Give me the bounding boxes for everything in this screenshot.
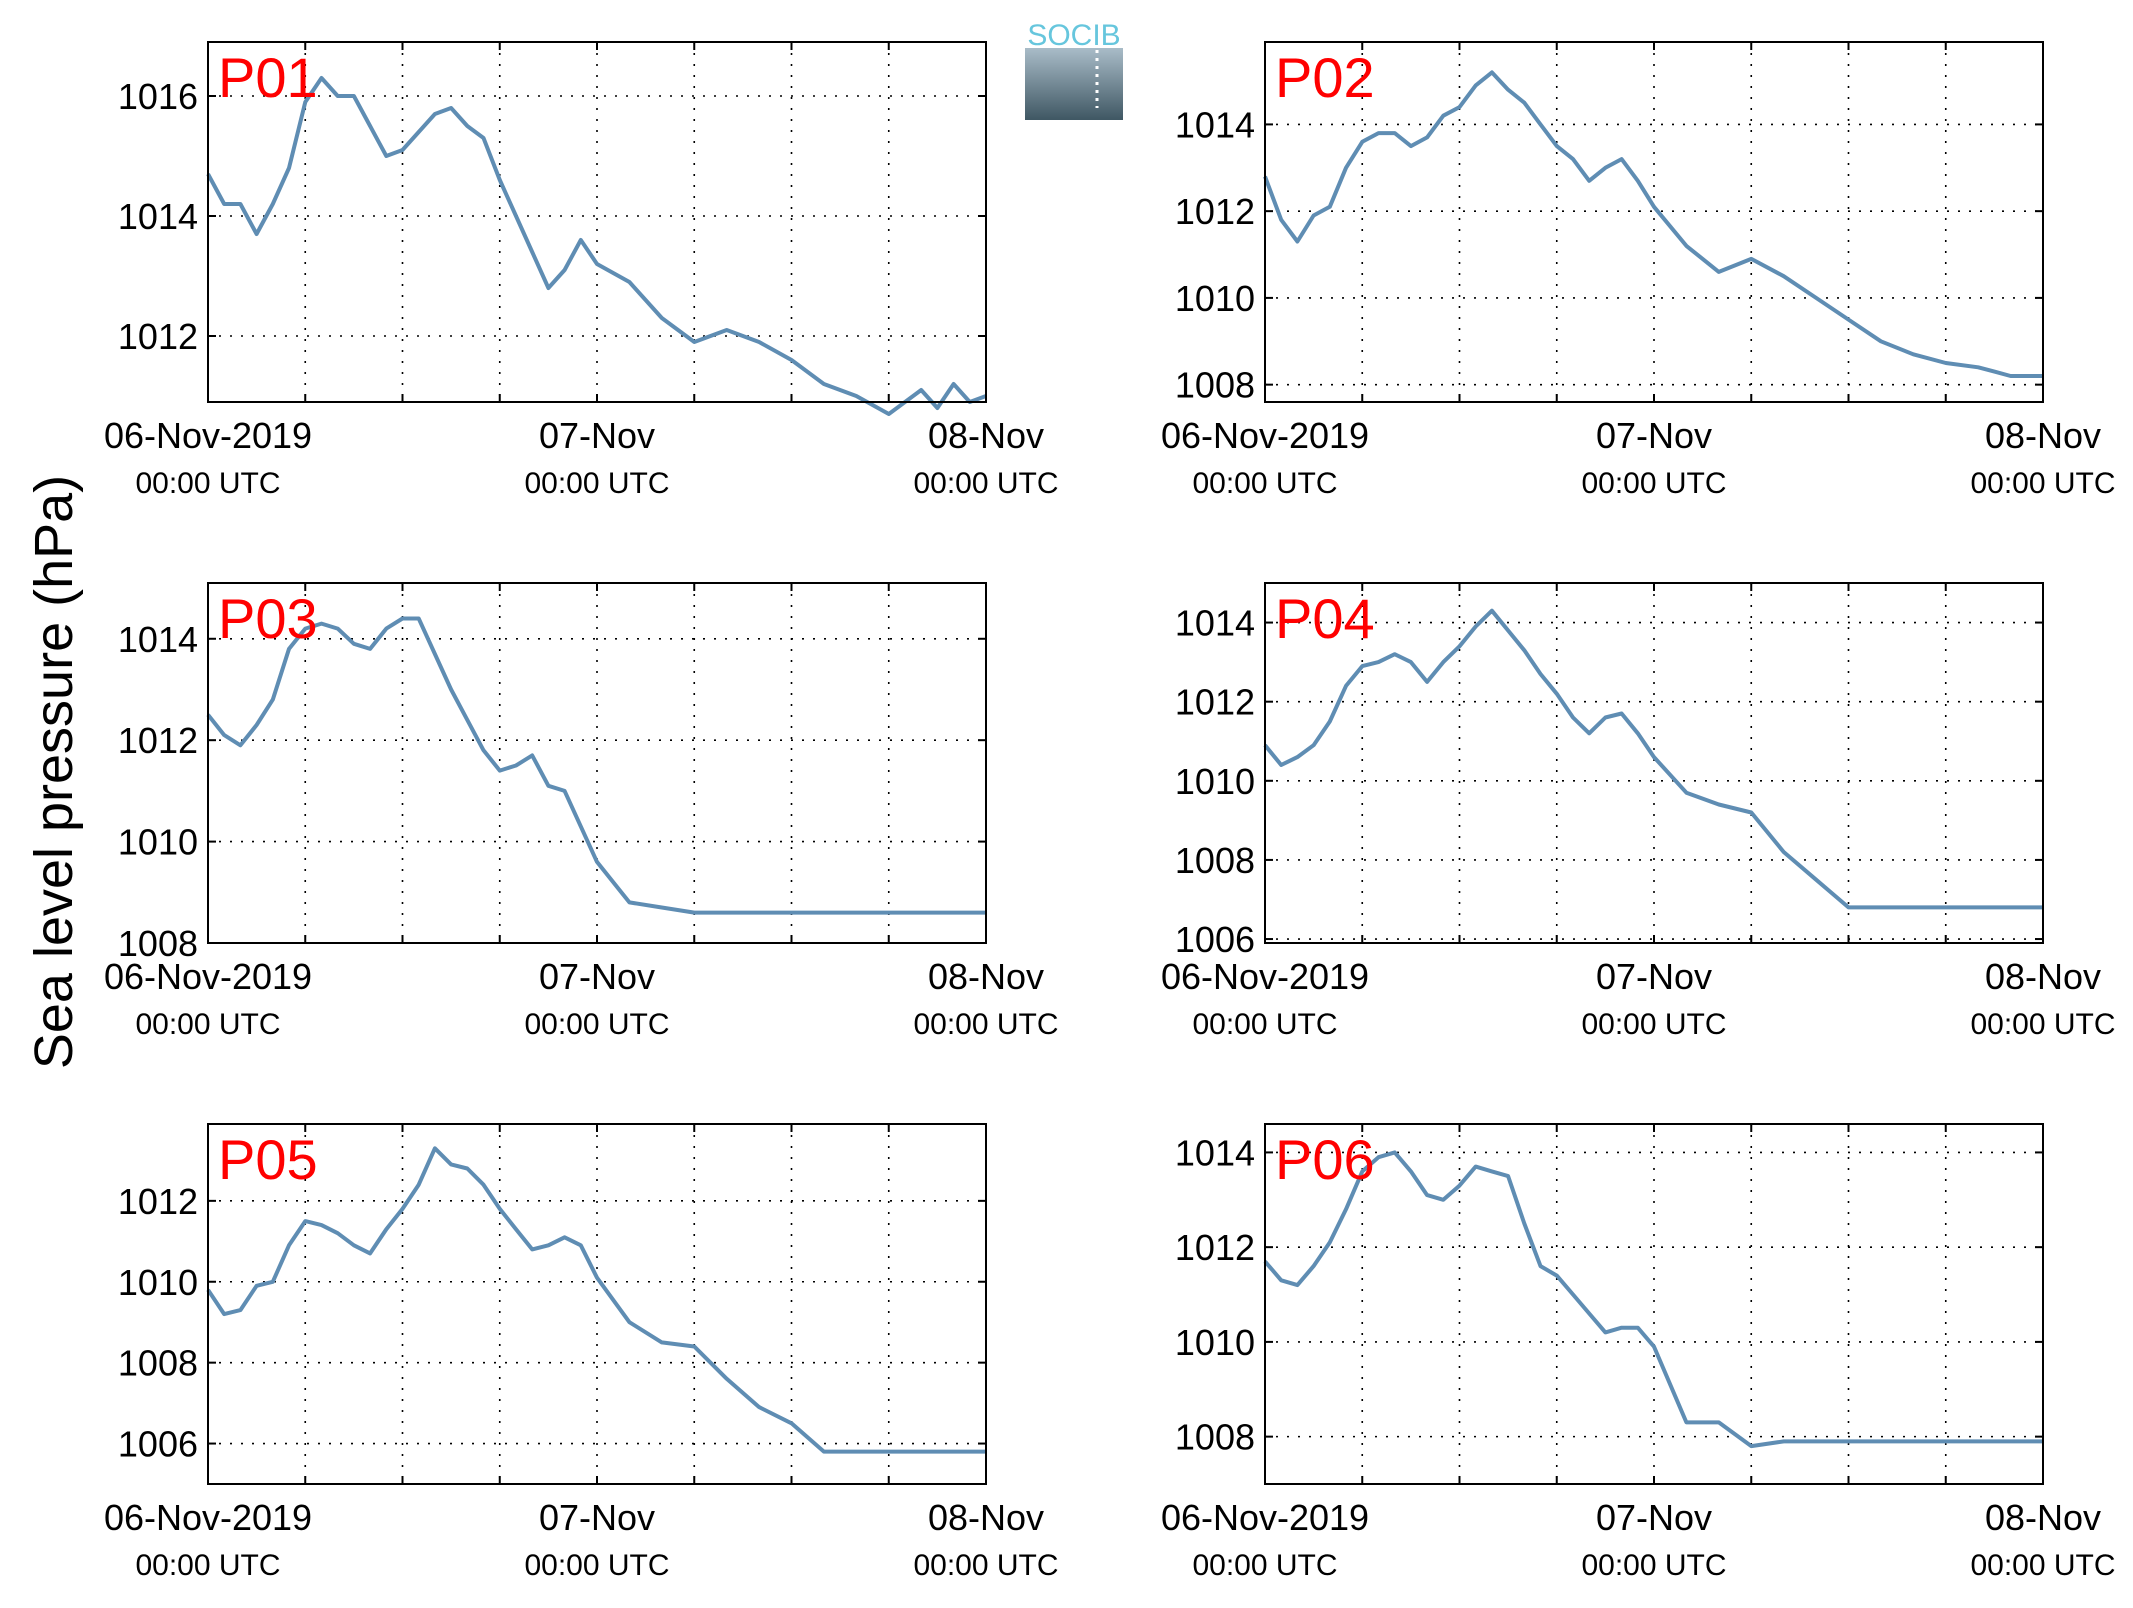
y-tick-label: 1012 xyxy=(1175,191,1255,232)
x-tick-label: 06-Nov-2019 xyxy=(1161,415,1369,456)
y-tick-label: 1012 xyxy=(1175,1227,1255,1268)
x-tick-label: 07-Nov xyxy=(1596,956,1712,997)
x-tick-label: 07-Nov xyxy=(1596,1497,1712,1538)
x-tick-label: 06-Nov-2019 xyxy=(1161,956,1369,997)
y-tick-label: 1012 xyxy=(1175,682,1255,723)
x-tick-sublabel: 00:00 UTC xyxy=(524,1008,669,1041)
x-tick-sublabel: 00:00 UTC xyxy=(135,467,280,500)
y-tick-label: 1010 xyxy=(1175,1322,1255,1363)
panel-p05: 1006 1008 1010 1012 06-Nov-2019 00:00 UTC 07-N… xyxy=(104,1123,1059,1582)
series-line-p02 xyxy=(1263,70,2043,378)
panel-p06: 1008 1010 1012 1014 06-Nov-2019 00:00 UTC 07-N… xyxy=(1161,1123,2116,1582)
y-tick-label: 1010 xyxy=(118,1262,198,1303)
series-line-p01 xyxy=(206,76,987,416)
panel-label: P01 xyxy=(218,46,318,109)
x-tick-label: 08-Nov xyxy=(1985,956,2101,997)
panel-p04: 1006 1008 1010 1012 1014 06-Nov-2019 00:00 UTC… xyxy=(1161,582,2116,1041)
y-tick-label: 1012 xyxy=(118,1181,198,1222)
logo-text: SOCIB xyxy=(1027,19,1120,52)
panel-p03: 1008 1010 1012 1014 06-Nov-2019 00:00 UTC 07-N… xyxy=(104,582,1059,1041)
y-tick-label: 1014 xyxy=(1175,1132,1255,1173)
x-tick-sublabel: 00:00 UTC xyxy=(913,1549,1058,1582)
x-tick-sublabel: 00:00 UTC xyxy=(1192,467,1337,500)
x-tick-label: 06-Nov-2019 xyxy=(104,415,312,456)
x-tick-label: 08-Nov xyxy=(928,1497,1044,1538)
x-tick-sublabel: 00:00 UTC xyxy=(913,467,1058,500)
y-tick-label: 1012 xyxy=(118,316,198,357)
x-tick-sublabel: 00:00 UTC xyxy=(913,1008,1058,1041)
x-tick-sublabel: 00:00 UTC xyxy=(1581,467,1726,500)
x-tick-sublabel: 00:00 UTC xyxy=(1970,467,2115,500)
x-tick-sublabel: 00:00 UTC xyxy=(1970,1549,2115,1582)
y-tick-label: 1006 xyxy=(118,1424,198,1465)
y-tick-label: 1014 xyxy=(118,196,198,237)
x-tick-label: 08-Nov xyxy=(928,415,1044,456)
x-tick-label: 06-Nov-2019 xyxy=(1161,1497,1369,1538)
x-tick-label: 07-Nov xyxy=(539,1497,655,1538)
x-tick-label: 08-Nov xyxy=(1985,1497,2101,1538)
x-tick-label: 08-Nov xyxy=(928,956,1044,997)
y-tick-label: 1010 xyxy=(118,822,198,863)
x-tick-label: 07-Nov xyxy=(539,956,655,997)
x-tick-sublabel: 00:00 UTC xyxy=(1581,1008,1726,1041)
x-tick-label: 06-Nov-2019 xyxy=(104,956,312,997)
x-tick-sublabel: 00:00 UTC xyxy=(1192,1008,1337,1041)
y-tick-label: 1010 xyxy=(1175,761,1255,802)
x-tick-sublabel: 00:00 UTC xyxy=(135,1008,280,1041)
y-tick-label: 1006 xyxy=(1175,919,1255,960)
panel-label: P04 xyxy=(1275,587,1375,650)
x-tick-sublabel: 00:00 UTC xyxy=(135,1549,280,1582)
x-tick-sublabel: 00:00 UTC xyxy=(524,1549,669,1582)
y-tick-label: 1008 xyxy=(1175,365,1255,406)
socib-logo: SOCIB xyxy=(1025,19,1123,120)
y-tick-label: 1008 xyxy=(1175,840,1255,881)
x-tick-label: 06-Nov-2019 xyxy=(104,1497,312,1538)
y-tick-label: 1010 xyxy=(1175,278,1255,319)
y-tick-label: 1014 xyxy=(1175,104,1255,145)
x-tick-sublabel: 00:00 UTC xyxy=(1192,1549,1337,1582)
x-tick-label: 07-Nov xyxy=(1596,415,1712,456)
series-line-p04 xyxy=(1263,608,2043,910)
x-tick-label: 08-Nov xyxy=(1985,415,2101,456)
y-tick-label: 1014 xyxy=(118,619,198,660)
x-tick-sublabel: 00:00 UTC xyxy=(1970,1008,2115,1041)
y-tick-label: 1008 xyxy=(1175,1417,1255,1458)
panel-label: P06 xyxy=(1275,1128,1375,1191)
panel-label: P02 xyxy=(1275,46,1375,109)
x-tick-sublabel: 00:00 UTC xyxy=(524,467,669,500)
series-line-p03 xyxy=(206,616,986,915)
y-tick-label: 1008 xyxy=(118,923,198,964)
series-line-p05 xyxy=(206,1146,986,1454)
panel-label: P05 xyxy=(218,1128,318,1191)
y-tick-label: 1008 xyxy=(118,1343,198,1384)
panel-p02: 1008 1010 1012 1014 06-Nov-2019 00:00 UTC 07-N… xyxy=(1161,41,2116,500)
panel-label: P03 xyxy=(218,587,318,650)
series-line-p06 xyxy=(1263,1150,2043,1449)
x-tick-label: 07-Nov xyxy=(539,415,655,456)
y-tick-label: 1014 xyxy=(1175,603,1255,644)
y-axis-label: Sea level pressure (hPa) xyxy=(24,475,84,1069)
panel-p01: 1012 1014 1016 06-Nov-2019 00:00 UTC 07-Nov 00… xyxy=(104,41,1059,500)
y-tick-label: 1012 xyxy=(118,720,198,761)
x-tick-sublabel: 00:00 UTC xyxy=(1581,1549,1726,1582)
y-tick-label: 1016 xyxy=(118,76,198,117)
